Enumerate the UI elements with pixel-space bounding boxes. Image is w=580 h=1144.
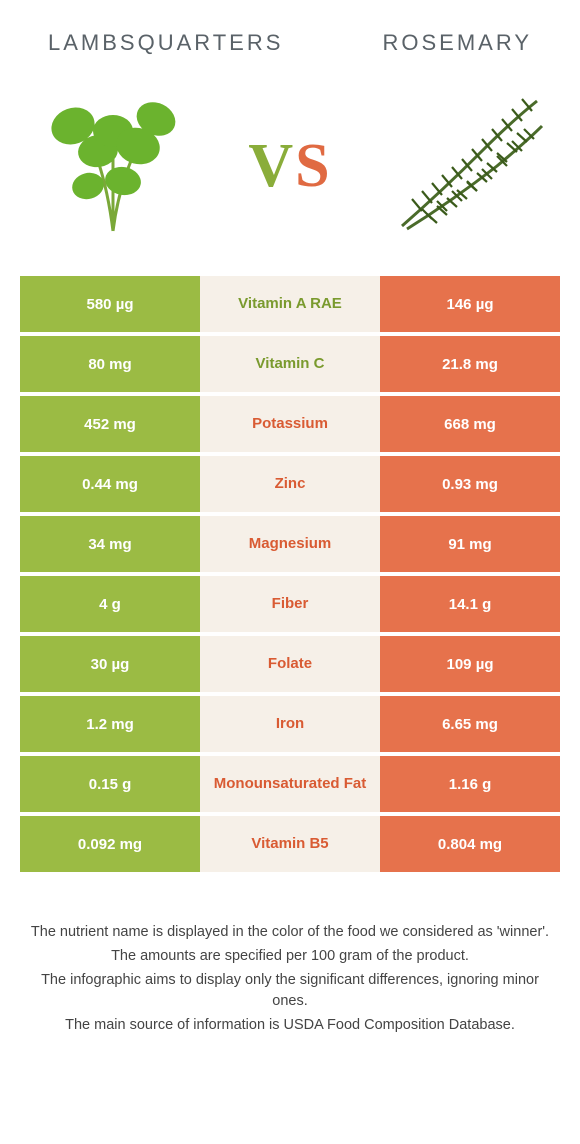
right-value: 6.65 mg [380, 696, 560, 752]
right-value: 1.16 g [380, 756, 560, 812]
nutrient-row: 0.15 gMonounsaturated Fat1.16 g [20, 756, 560, 812]
left-value: 34 mg [20, 516, 200, 572]
nutrient-row: 80 mgVitamin C21.8 mg [20, 336, 560, 392]
right-value: 91 mg [380, 516, 560, 572]
left-value: 0.44 mg [20, 456, 200, 512]
nutrient-label: Vitamin C [200, 336, 380, 392]
vs-s: S [295, 132, 331, 200]
left-value: 0.092 mg [20, 816, 200, 872]
left-value: 80 mg [20, 336, 200, 392]
nutrient-row: 30 µgFolate109 µg [20, 636, 560, 692]
left-value: 0.15 g [20, 756, 200, 812]
right-value: 14.1 g [380, 576, 560, 632]
footer-line-4: The main source of information is USDA F… [28, 1015, 552, 1037]
footer-line-1: The nutrient name is displayed in the co… [28, 922, 552, 944]
nutrient-label: Vitamin B5 [200, 816, 380, 872]
nutrient-label: Folate [200, 636, 380, 692]
title-right: Rosemary [382, 30, 532, 56]
nutrient-label: Vitamin A RAE [200, 276, 380, 332]
right-value: 668 mg [380, 396, 560, 452]
lambsquarters-image [28, 91, 198, 241]
vs-v: V [248, 132, 295, 200]
left-value: 452 mg [20, 396, 200, 452]
left-value: 4 g [20, 576, 200, 632]
left-value: 1.2 mg [20, 696, 200, 752]
nutrient-row: 4 gFiber14.1 g [20, 576, 560, 632]
footer-line-2: The amounts are specified per 100 gram o… [28, 946, 552, 968]
nutrient-row: 452 mgPotassium668 mg [20, 396, 560, 452]
vs-label: VS [248, 131, 331, 202]
footer-line-3: The infographic aims to display only the… [28, 970, 552, 1014]
left-value: 580 µg [20, 276, 200, 332]
right-value: 21.8 mg [380, 336, 560, 392]
nutrient-label: Monounsaturated Fat [200, 756, 380, 812]
nutrient-label: Magnesium [200, 516, 380, 572]
hero-row: VS [18, 76, 562, 276]
nutrient-label: Fiber [200, 576, 380, 632]
title-left: Lambsquarters [48, 30, 283, 56]
right-value: 0.804 mg [380, 816, 560, 872]
right-value: 109 µg [380, 636, 560, 692]
header: Lambsquarters Rosemary [18, 20, 562, 76]
right-value: 0.93 mg [380, 456, 560, 512]
footer: The nutrient name is displayed in the co… [18, 922, 562, 1037]
rosemary-image [382, 91, 552, 241]
nutrient-label: Iron [200, 696, 380, 752]
nutrient-label: Zinc [200, 456, 380, 512]
nutrient-row: 1.2 mgIron6.65 mg [20, 696, 560, 752]
nutrient-row: 580 µgVitamin A RAE146 µg [20, 276, 560, 332]
nutrient-row: 34 mgMagnesium91 mg [20, 516, 560, 572]
nutrient-row: 0.092 mgVitamin B50.804 mg [20, 816, 560, 872]
right-value: 146 µg [380, 276, 560, 332]
nutrient-label: Potassium [200, 396, 380, 452]
nutrient-row: 0.44 mgZinc0.93 mg [20, 456, 560, 512]
nutrient-table: 580 µgVitamin A RAE146 µg80 mgVitamin C2… [20, 276, 560, 872]
left-value: 30 µg [20, 636, 200, 692]
